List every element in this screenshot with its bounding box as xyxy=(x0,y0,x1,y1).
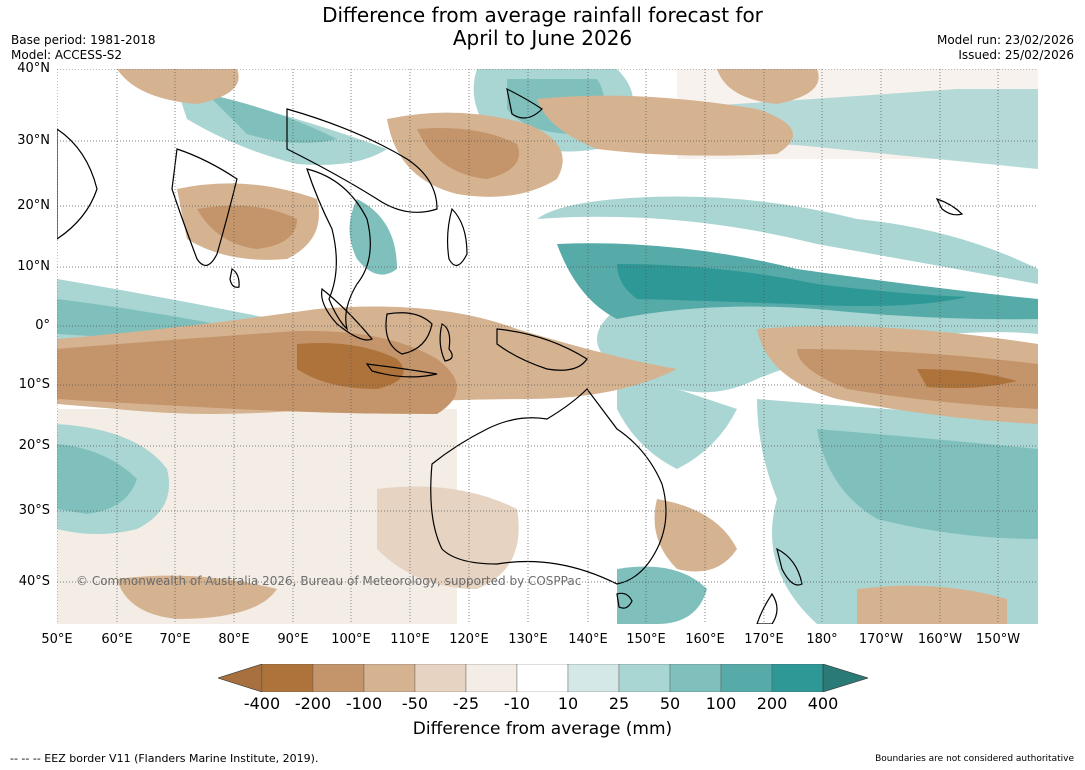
sulawesi-outline xyxy=(439,323,453,362)
colorbar-bin xyxy=(567,664,620,692)
land-outlines xyxy=(57,87,964,624)
lat-label: 30°S xyxy=(18,503,50,518)
colorbar-bin xyxy=(363,664,416,692)
colorbar-bin xyxy=(312,664,365,692)
colorbar-tick-label: 200 xyxy=(756,694,788,713)
colorbar-tick-label: -100 xyxy=(345,694,383,713)
model-name: Model: ACCESS-S2 xyxy=(11,48,123,62)
colorbar-bin xyxy=(516,664,569,692)
lon-label: 160°W xyxy=(917,632,963,647)
colorbar-tick-label: -10 xyxy=(503,694,531,713)
boundaries-note: Boundaries are not considered authoritat… xyxy=(875,754,1074,764)
colorbar-tick-label: 10 xyxy=(557,694,579,713)
sri-lanka-outline xyxy=(229,268,240,288)
colorbar-bin xyxy=(465,664,518,692)
lon-label: 60°E xyxy=(101,632,133,647)
colorbar-extend-high xyxy=(822,664,868,692)
southeast-asia-outline xyxy=(306,168,371,331)
philippines-outline xyxy=(446,207,468,266)
colorbar-tick-label: -200 xyxy=(294,694,332,713)
colorbar-bin xyxy=(618,664,671,692)
colorbar-bin xyxy=(261,664,314,692)
model-run: Model run: 23/02/2026 xyxy=(936,33,1074,47)
new-guinea-outline xyxy=(496,328,588,371)
lat-label: 20°S xyxy=(18,438,50,453)
colorbar-tick-label: -50 xyxy=(401,694,429,713)
lon-label: 150°E xyxy=(626,632,666,647)
title-line-1: Difference from average rainfall forecas… xyxy=(322,3,763,27)
map-title: Difference from average rainfall forecas… xyxy=(0,4,1085,50)
lat-label: 20°N xyxy=(17,198,50,213)
japan-outline xyxy=(506,87,543,119)
lon-label: 140°E xyxy=(568,632,608,647)
copyright-text: © Commonwealth of Australia 2026, Bureau… xyxy=(76,574,582,588)
colorbar-bin xyxy=(669,664,722,692)
lon-label: 80°E xyxy=(218,632,250,647)
lon-label: 170°E xyxy=(744,632,784,647)
colorbar-tick-label: -400 xyxy=(243,694,281,713)
base-period: Base period: 1981-2018 xyxy=(11,33,156,47)
lat-label: 30°N xyxy=(17,133,50,148)
lon-label: 120°E xyxy=(449,632,489,647)
colorbar-tick-label: 400 xyxy=(807,694,839,713)
lon-label: 170°W xyxy=(858,632,904,647)
borneo-outline xyxy=(385,312,433,355)
colorbar-label: Difference from average (mm) xyxy=(412,719,673,739)
tasmania-outline xyxy=(616,592,633,609)
colorbar-bin xyxy=(771,664,824,692)
lon-label: 130°E xyxy=(508,632,548,647)
lon-label: 70°E xyxy=(159,632,191,647)
lat-label: 10°N xyxy=(17,259,50,274)
java-outline xyxy=(365,363,438,378)
lat-label: 0° xyxy=(35,318,50,333)
colorbar-bin xyxy=(414,664,467,692)
issued-date: Issued: 25/02/2026 xyxy=(958,48,1074,62)
lat-label: 40°S xyxy=(18,574,50,589)
eez-note: -- -- -- EEZ border V11 (Flanders Marine… xyxy=(10,752,319,765)
lon-label: 160°E xyxy=(685,632,725,647)
colorbar-extend-low xyxy=(218,664,263,692)
graticule xyxy=(57,69,1038,624)
colorbar-tick-label: 25 xyxy=(608,694,630,713)
lon-label: 150°W xyxy=(975,632,1021,647)
colorbar-tick-label: 100 xyxy=(705,694,737,713)
colorbar xyxy=(218,664,868,692)
wetter-regions xyxy=(57,69,1038,624)
meta-left: Base period: 1981-2018 Model: ACCESS-S2 xyxy=(11,33,156,63)
colorbar-tick-label: -25 xyxy=(452,694,480,713)
lon-label: 110°E xyxy=(390,632,430,647)
rainfall-anomaly-map xyxy=(57,69,1038,624)
colorbar-bin xyxy=(720,664,773,692)
sumatra-outline xyxy=(320,287,373,341)
colorbar-tick-label: 50 xyxy=(659,694,681,713)
india-outline xyxy=(171,148,238,266)
lon-label: 90°E xyxy=(277,632,309,647)
title-line-2: April to June 2026 xyxy=(452,26,633,50)
lon-label: 50°E xyxy=(41,632,73,647)
meta-right: Model run: 23/02/2026 Issued: 25/02/2026 xyxy=(937,33,1074,63)
new-zealand-outline xyxy=(756,547,803,624)
china-coast-outline xyxy=(286,108,438,213)
lon-label: 180° xyxy=(806,632,838,647)
arabia-east-africa-outline xyxy=(57,128,98,240)
lat-label: 10°S xyxy=(18,377,50,392)
lat-label: 40°N xyxy=(17,61,50,76)
australia-outline xyxy=(430,388,667,585)
lon-label: 100°E xyxy=(331,632,371,647)
hawaii-outline xyxy=(935,197,964,216)
